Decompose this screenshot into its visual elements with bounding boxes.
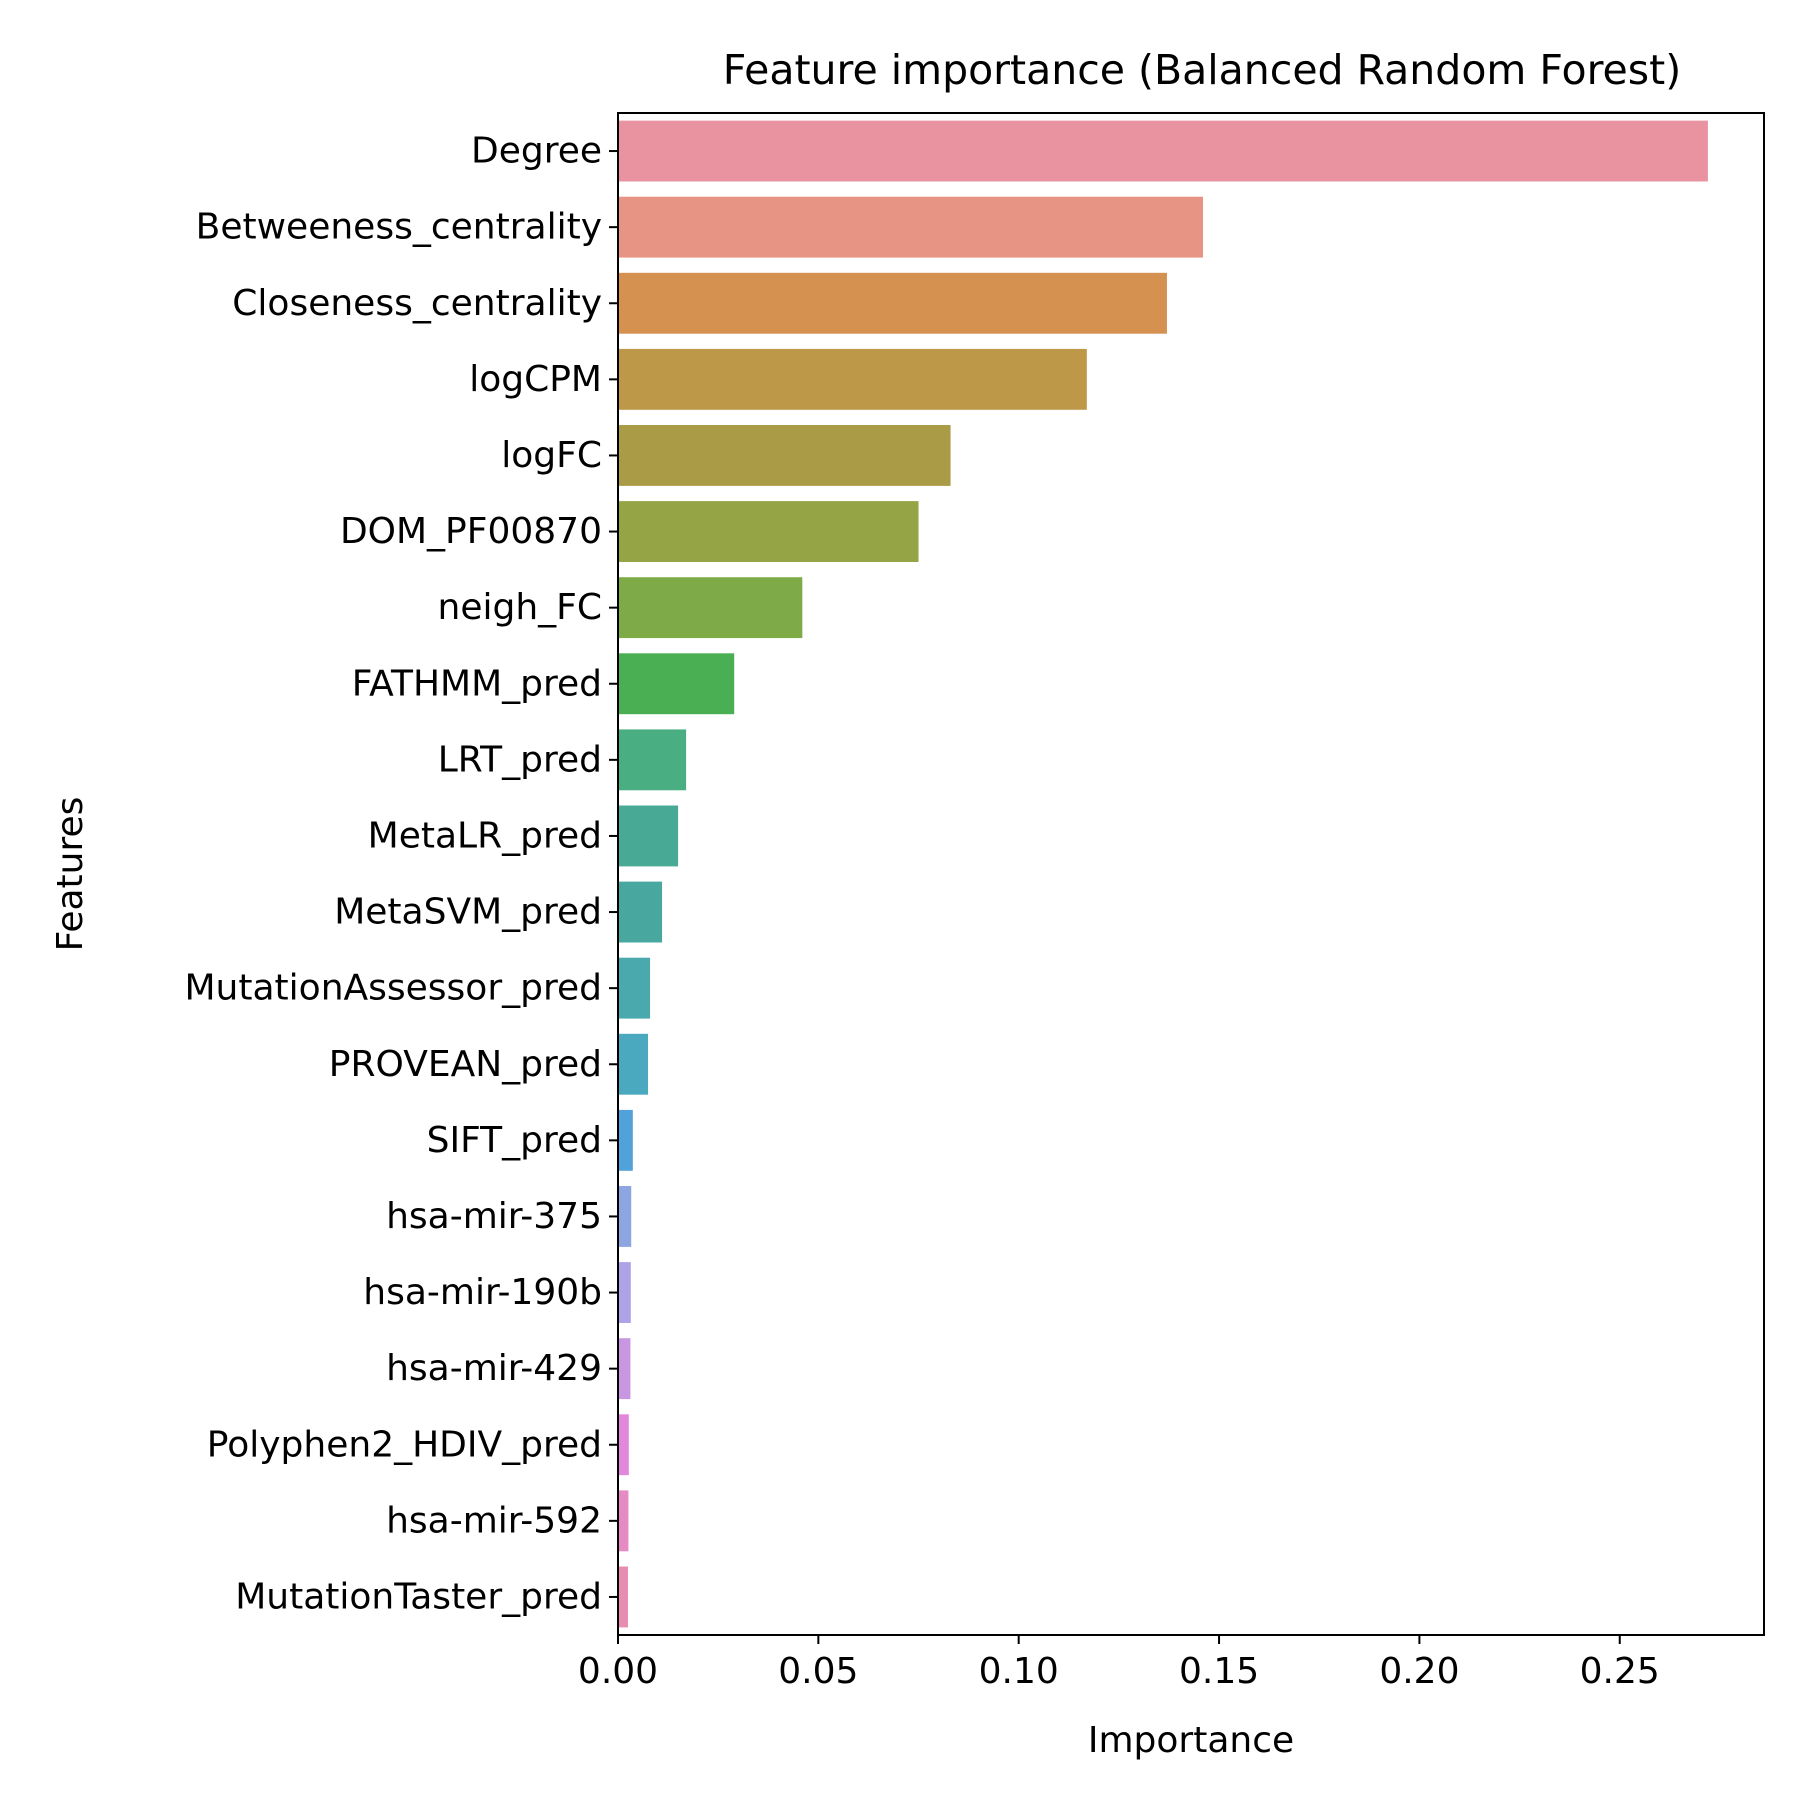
y-tick-label: neigh_FC — [438, 587, 602, 628]
y-tick-label: hsa-mir-190b — [363, 1272, 602, 1313]
y-tick-label: MutationTaster_pred — [235, 1576, 602, 1617]
x-tick-label: 0.25 — [1580, 1651, 1660, 1692]
bar-Betweeness_centrality — [618, 196, 1204, 258]
y-tick-label: logCPM — [469, 359, 602, 400]
bar-Polyphen2_HDIV_pred — [618, 1414, 629, 1476]
bar-Degree — [618, 120, 1708, 182]
plot-frame — [617, 112, 1765, 1636]
bar-neigh_FC — [618, 577, 803, 639]
y-tick-label: Polyphen2_HDIV_pred — [207, 1424, 602, 1465]
y-axis-label: Features — [50, 797, 91, 952]
y-tick-label: PROVEAN_pred — [329, 1044, 602, 1085]
bar-MutationTaster_pred — [618, 1566, 629, 1628]
chart-title: Feature importance (Balanced Random Fore… — [723, 46, 1681, 94]
x-tick-label: 0.00 — [578, 1651, 658, 1692]
x-tick-label: 0.05 — [778, 1651, 858, 1692]
bar-hsa-mir-375 — [618, 1186, 632, 1247]
bars-group — [618, 120, 1708, 1628]
bar-hsa-mir-190b — [618, 1262, 631, 1323]
bar-DOM_PF00870 — [618, 501, 919, 562]
y-tick-label: MetaSVM_pred — [334, 892, 602, 933]
x-tick-label: 0.15 — [1179, 1651, 1259, 1692]
y-tick-label: FATHMM_pred — [352, 663, 602, 704]
y-tick-label: MetaLR_pred — [368, 815, 602, 856]
bar-logFC — [618, 425, 951, 486]
y-tick-label: DOM_PF00870 — [340, 511, 602, 552]
bar-PROVEAN_pred — [618, 1033, 649, 1095]
y-tick-label: Betweeness_centrality — [196, 207, 602, 248]
bar-SIFT_pred — [618, 1109, 633, 1171]
bar-MetaLR_pred — [618, 805, 679, 867]
y-tick-label: SIFT_pred — [427, 1120, 602, 1161]
bar-FATHMM_pred — [618, 653, 735, 715]
bar-LRT_pred — [618, 729, 687, 791]
x-tick-label: 0.20 — [1379, 1651, 1459, 1692]
y-tick-label: hsa-mir-375 — [386, 1196, 602, 1237]
y-tick-label: Degree — [471, 131, 602, 172]
bar-MutationAssessor_pred — [618, 957, 651, 1019]
x-tick-label: 0.10 — [979, 1651, 1059, 1692]
y-tick-label: MutationAssessor_pred — [185, 968, 603, 1009]
bar-Closeness_centrality — [618, 272, 1167, 334]
bar-hsa-mir-429 — [618, 1338, 631, 1400]
bar-MetaSVM_pred — [618, 881, 663, 943]
y-tick-label: LRT_pred — [438, 739, 602, 780]
x-ticks: 0.00 0.05 0.10 0.15 0.20 0.25 — [578, 1635, 1660, 1692]
y-tick-label: Closeness_centrality — [232, 283, 602, 324]
bar-hsa-mir-592 — [618, 1490, 629, 1552]
y-tick-label: hsa-mir-592 — [386, 1500, 602, 1541]
y-tick-labels: Degree Betweeness_centrality Closeness_cen… — [185, 131, 618, 1617]
x-axis-label: Importance — [1088, 1720, 1294, 1761]
y-tick-label: hsa-mir-429 — [386, 1348, 602, 1389]
bar-logCPM — [618, 348, 1087, 410]
y-tick-label: logFC — [501, 435, 602, 476]
